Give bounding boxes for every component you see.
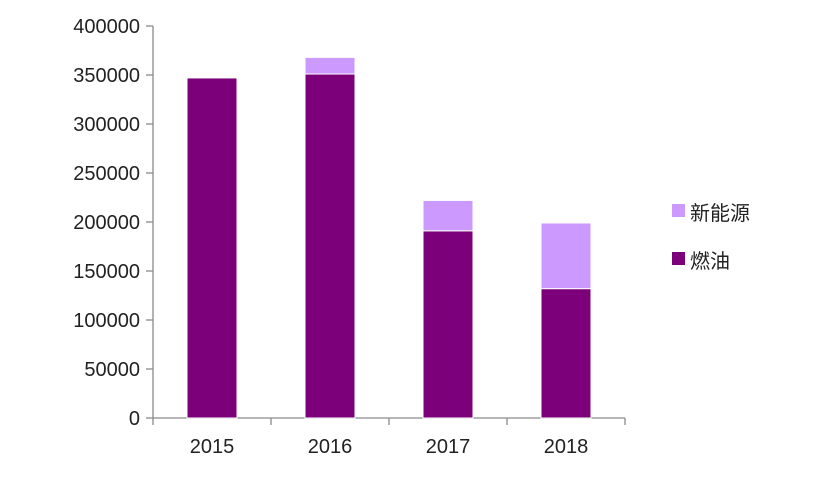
legend-label: 燃油	[690, 249, 730, 273]
y-tick-label: 0	[129, 408, 140, 430]
y-tick-label: 400000	[73, 16, 140, 38]
y-tick-label: 150000	[73, 261, 140, 283]
x-tick-label: 2015	[190, 436, 235, 458]
bar-2016-new-energy	[304, 56, 356, 75]
y-tick-label: 350000	[73, 65, 140, 87]
bar-2017-new-energy	[422, 199, 474, 232]
bar-2016-fuel	[304, 73, 356, 419]
bar-2018-fuel	[540, 288, 592, 419]
legend-swatch	[672, 204, 685, 217]
plot-area: 0 50000 100000 150000 200000 250000 300000 3500…	[73, 16, 626, 458]
y-tick-label: 100000	[73, 310, 140, 332]
bar-2017-fuel	[422, 230, 474, 419]
bar-2015-fuel	[186, 77, 238, 419]
y-tick-label: 200000	[73, 212, 140, 234]
y-tick-label: 250000	[73, 163, 140, 185]
y-tick-label: 300000	[73, 114, 140, 136]
legend-label: 新能源	[690, 201, 750, 225]
bar-2018-new-energy	[540, 222, 592, 290]
y-tick-label: 50000	[84, 359, 140, 381]
x-tick-label: 2018	[544, 436, 589, 458]
x-tick-label: 2016	[308, 436, 353, 458]
x-tick-label: 2017	[426, 436, 471, 458]
legend-swatch	[672, 252, 685, 265]
